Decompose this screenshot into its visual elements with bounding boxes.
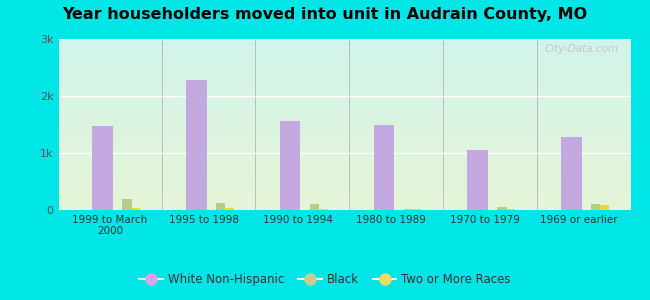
Bar: [186, 80, 207, 210]
Bar: [280, 121, 300, 210]
Bar: [506, 209, 515, 210]
Bar: [122, 199, 132, 210]
Bar: [92, 126, 113, 210]
Bar: [497, 207, 507, 210]
Bar: [310, 204, 319, 210]
Bar: [318, 209, 328, 210]
Bar: [404, 209, 413, 210]
Bar: [412, 209, 421, 210]
Bar: [224, 208, 234, 210]
Bar: [561, 137, 582, 210]
Text: City-Data.com: City-Data.com: [545, 44, 619, 54]
Bar: [591, 204, 601, 210]
Bar: [131, 208, 140, 210]
Bar: [599, 206, 609, 210]
Legend: White Non-Hispanic, Black, Two or More Races: White Non-Hispanic, Black, Two or More R…: [135, 269, 515, 291]
Bar: [467, 150, 488, 210]
Bar: [216, 202, 226, 210]
Bar: [374, 124, 394, 210]
Text: Year householders moved into unit in Audrain County, MO: Year householders moved into unit in Aud…: [62, 8, 588, 22]
